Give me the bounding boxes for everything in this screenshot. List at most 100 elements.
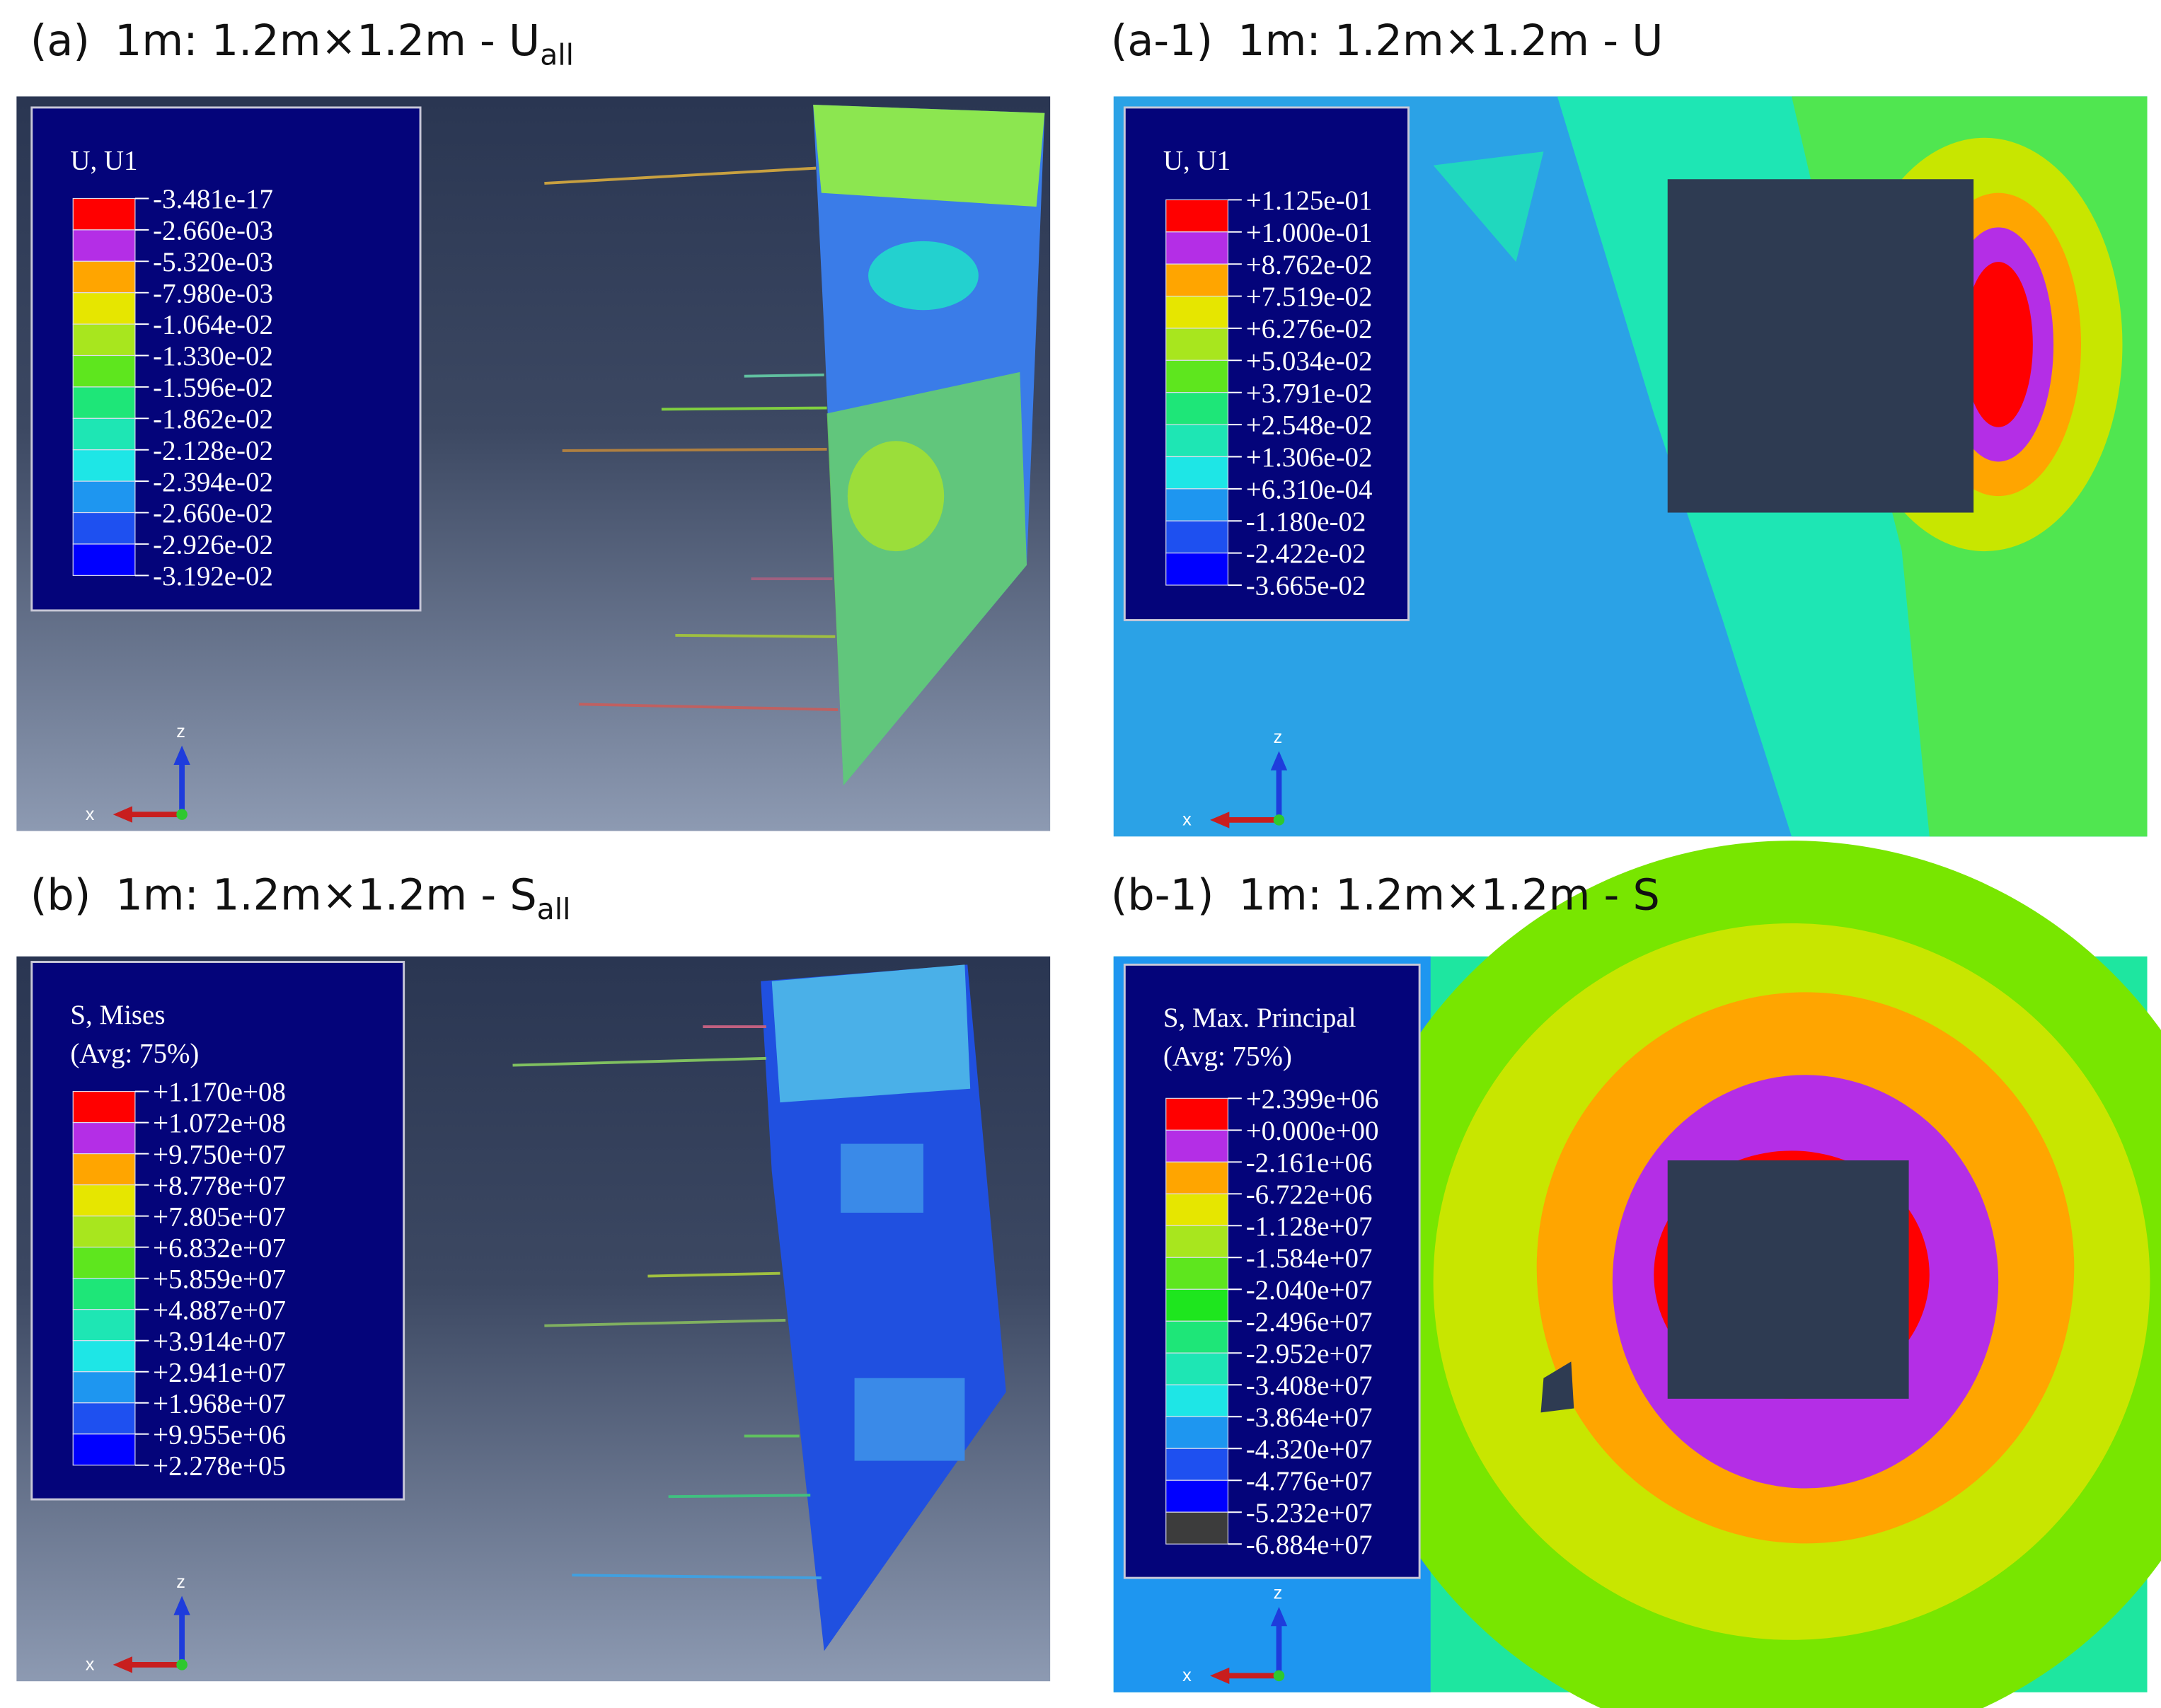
axis-z-head (1270, 1607, 1288, 1627)
panel-title: (a-1) 1m: 1.2m×1.2m - U (1111, 16, 1664, 66)
axis-x-label: x (1182, 810, 1192, 830)
legend-value: -1.128e+07 (1246, 1211, 1373, 1242)
axis-z-label: z (1274, 1583, 1283, 1603)
legend-value: -3.864e+07 (1246, 1402, 1373, 1433)
legend-value: +3.914e+07 (153, 1326, 286, 1356)
legend-value: +1.968e+07 (153, 1388, 286, 1419)
axis-x-head (1210, 812, 1230, 829)
legend-value: +1.170e+08 (153, 1077, 286, 1107)
legend-swatch (72, 229, 136, 262)
legend-swatch (1165, 1416, 1228, 1449)
legend-value: +6.276e-02 (1246, 314, 1373, 345)
legend-swatch (72, 480, 136, 514)
legend-title: U, U1 (1163, 146, 1231, 176)
legend-value: +3.791e-02 (1246, 378, 1373, 408)
axis-x-label: x (86, 804, 95, 824)
panel-label: (a) (30, 16, 90, 66)
legend-value: +1.306e-02 (1246, 442, 1373, 473)
legend-value: +2.548e-02 (1246, 410, 1373, 441)
panel-title-text: 1m: 1.2m×1.2m - S (1239, 870, 1660, 920)
legend-swatch (72, 260, 136, 294)
legend-swatch (72, 1153, 136, 1186)
legend-value: -1.330e-02 (153, 341, 273, 371)
axis-x-label: x (86, 1655, 95, 1675)
legend-value: +4.887e+07 (153, 1295, 286, 1325)
legend-swatch (72, 386, 136, 419)
legend-value: +6.310e-04 (1246, 474, 1373, 504)
model-b (512, 964, 1006, 1651)
axis-z-label: z (176, 1572, 185, 1592)
legend-swatch (72, 449, 136, 482)
legend-swatch (72, 323, 136, 357)
legend-title: U, U1 (70, 146, 137, 176)
legend-value: -2.660e-03 (153, 216, 273, 246)
legend-swatch (1165, 488, 1228, 521)
legend-value: +2.399e+06 (1246, 1084, 1379, 1114)
legend-swatch (1165, 1288, 1228, 1322)
legend-swatch (1165, 1352, 1228, 1385)
legend-swatch (1165, 1193, 1228, 1226)
panel-subscript: all (540, 38, 574, 72)
legend-value: +0.000e+00 (1246, 1116, 1379, 1146)
legend-swatch (72, 1371, 136, 1404)
panel-title: (b) 1m: 1.2m×1.2m - Sall (30, 870, 571, 926)
legend-value: +8.762e-02 (1246, 250, 1373, 280)
legend-title: (Avg: 75%) (1163, 1041, 1292, 1072)
legend-swatch (1165, 1384, 1228, 1417)
axis-y (176, 1659, 188, 1671)
legend-value: -3.481e-17 (153, 184, 273, 214)
legend-swatch (1165, 1161, 1228, 1194)
legend-value: -2.422e-02 (1246, 538, 1366, 569)
legend-swatch (1165, 1511, 1228, 1545)
panel-title-text: 1m: 1.2m×1.2m - U (115, 16, 540, 66)
legend-swatch (72, 1433, 136, 1466)
legend-swatch (1165, 1129, 1228, 1162)
legend-value: +1.125e-01 (1246, 185, 1373, 216)
axis-x-head (113, 1656, 132, 1673)
legend-value: +9.750e+07 (153, 1139, 286, 1170)
legend-swatch (1165, 520, 1228, 554)
legend-value: -2.926e-02 (153, 530, 273, 560)
legend-swatch (1165, 456, 1228, 490)
legend-swatch (72, 197, 136, 231)
legend-value: -2.660e-02 (153, 498, 273, 529)
legend-value: +1.072e+08 (153, 1108, 286, 1138)
legend-value: -7.980e-03 (153, 278, 273, 308)
legend-value: -3.192e-02 (153, 561, 273, 592)
legend-swatch (1165, 1479, 1228, 1513)
panel-label: (a-1) (1111, 16, 1213, 66)
legend-value: -1.596e-02 (153, 373, 273, 403)
legend-value: +6.832e+07 (153, 1233, 286, 1263)
legend-swatch (72, 1340, 136, 1373)
legend-swatch (1165, 1257, 1228, 1290)
axis-z-label: z (176, 722, 185, 742)
legend-swatch (72, 1402, 136, 1435)
legend-value: -2.040e+07 (1246, 1275, 1373, 1305)
legend-value: -2.128e-02 (153, 435, 273, 466)
legend-swatch (1165, 328, 1228, 361)
legend-swatch (72, 354, 136, 388)
legend-swatch (72, 512, 136, 545)
legend-value: -3.408e+07 (1246, 1371, 1373, 1401)
legend-value: -5.232e+07 (1246, 1498, 1373, 1528)
legend-value: +2.278e+05 (153, 1450, 286, 1481)
legend-swatch (1165, 359, 1228, 393)
panel-label: (b-1) (1111, 870, 1214, 920)
axis-x-label: x (1182, 1666, 1192, 1685)
contour-a1 (1433, 96, 2148, 837)
axis-y (1273, 814, 1285, 826)
model-a (544, 105, 1045, 786)
legend-swatch (1165, 553, 1228, 586)
panel-title-text: 1m: 1.2m×1.2m - S (115, 870, 536, 920)
panel-subscript: all (537, 892, 571, 926)
axis-x-head (1210, 1667, 1230, 1685)
legend-value: +2.941e+07 (153, 1357, 286, 1387)
legend-value: -2.161e+06 (1246, 1148, 1373, 1178)
axis-z-head (1270, 751, 1288, 771)
legend-value: +1.000e-01 (1246, 217, 1373, 248)
legend-swatch (72, 1309, 136, 1341)
legend-value: +7.805e+07 (153, 1201, 286, 1232)
legend-swatch (1165, 1225, 1228, 1258)
